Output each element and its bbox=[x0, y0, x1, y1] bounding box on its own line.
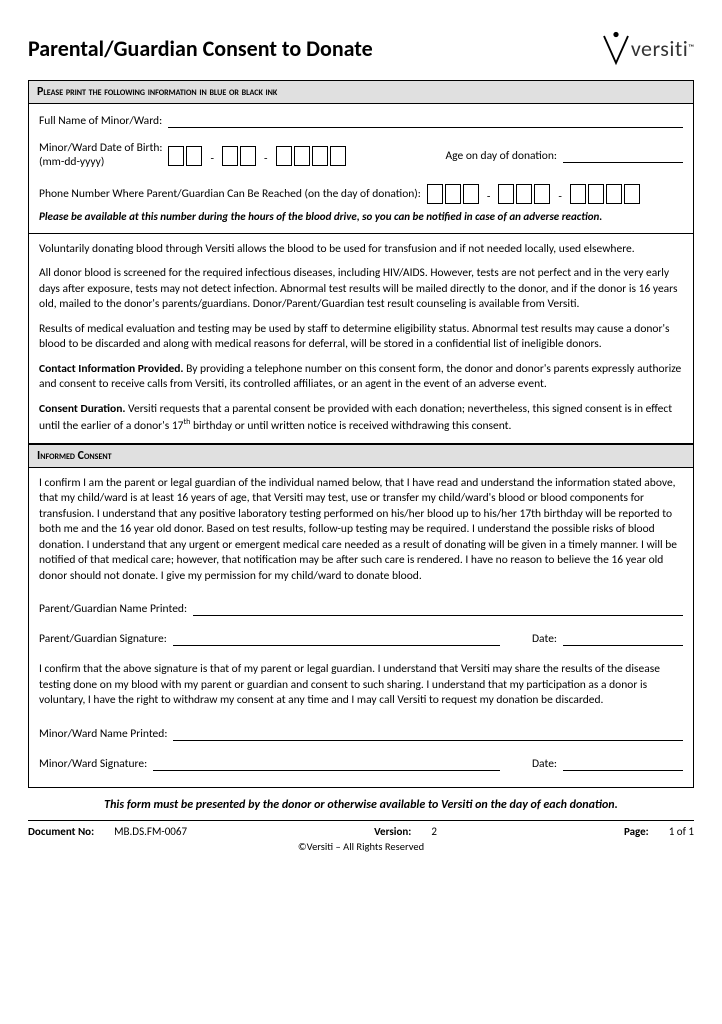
phone-label: Phone Number Where Parent/Guardian Can B… bbox=[39, 187, 421, 201]
page-label: Page: bbox=[624, 825, 649, 838]
section-2-header: Informed Consent bbox=[29, 444, 693, 468]
full-name-label: Full Name of Minor/Ward: bbox=[39, 114, 162, 128]
age-label: Age on day of donation: bbox=[446, 149, 557, 163]
mw-date-label: Date: bbox=[532, 757, 557, 771]
doc-no-value: MB.DS.FM-0067 bbox=[114, 825, 187, 838]
mw-name-label: Minor/Ward Name Printed: bbox=[39, 727, 167, 741]
consent-p2: I confirm that the above signature is th… bbox=[39, 662, 683, 709]
info-p1: Voluntarily donating blood through Versi… bbox=[39, 242, 683, 258]
brand-logo: versiti™ bbox=[601, 30, 694, 66]
mw-sig-input[interactable] bbox=[153, 757, 500, 771]
info-p5: Consent Duration. Versiti requests that … bbox=[39, 402, 683, 435]
info-p2: All donor blood is screened for the requ… bbox=[39, 266, 683, 313]
info-p3: Results of medical evaluation and testin… bbox=[39, 322, 683, 353]
pg-date-label: Date: bbox=[532, 632, 557, 646]
mw-sig-label: Minor/Ward Signature: bbox=[39, 757, 147, 771]
info-p4: Contact Information Provided. By providi… bbox=[39, 362, 683, 393]
page-title: Parental/Guardian Consent to Donate bbox=[28, 35, 373, 62]
brand-text: versiti bbox=[631, 35, 689, 62]
document-footer: Document No: MB.DS.FM-0067 Version: 2 Pa… bbox=[28, 820, 694, 838]
full-name-input[interactable] bbox=[168, 114, 683, 128]
dob-format-label: (mm-dd-yyyy) bbox=[39, 156, 162, 170]
pg-name-label: Parent/Guardian Name Printed: bbox=[39, 602, 187, 616]
version-value: 2 bbox=[431, 825, 437, 838]
mw-date-input[interactable] bbox=[563, 757, 683, 771]
form-section-2: Informed Consent I confirm I am the pare… bbox=[28, 444, 694, 788]
page-value: 1 of 1 bbox=[669, 825, 694, 838]
form-section-1: Please print the following information i… bbox=[28, 80, 694, 234]
doc-no-label: Document No: bbox=[28, 825, 94, 838]
phone-input[interactable]: - - bbox=[427, 184, 640, 204]
dob-input[interactable]: - - bbox=[168, 146, 345, 166]
consent-p1: I confirm I am the parent or legal guard… bbox=[39, 476, 683, 585]
trademark: ™ bbox=[688, 43, 694, 53]
versiti-v-icon bbox=[601, 30, 631, 66]
pg-sig-label: Parent/Guardian Signature: bbox=[39, 632, 167, 646]
dob-label: Minor/Ward Date of Birth: bbox=[39, 142, 162, 156]
section-1-header: Please print the following information i… bbox=[29, 81, 693, 104]
age-input[interactable] bbox=[563, 149, 683, 163]
pg-date-input[interactable] bbox=[563, 632, 683, 646]
pg-sig-input[interactable] bbox=[173, 632, 500, 646]
copyright: ©Versiti – All Rights Reserved bbox=[28, 840, 694, 853]
mw-name-input[interactable] bbox=[173, 727, 683, 741]
info-section: Voluntarily donating blood through Versi… bbox=[28, 234, 694, 444]
phone-note: Please be available at this number durin… bbox=[39, 210, 683, 223]
footer-note: This form must be presented by the donor… bbox=[28, 798, 694, 812]
pg-name-input[interactable] bbox=[193, 602, 683, 616]
version-label: Version: bbox=[374, 825, 411, 838]
